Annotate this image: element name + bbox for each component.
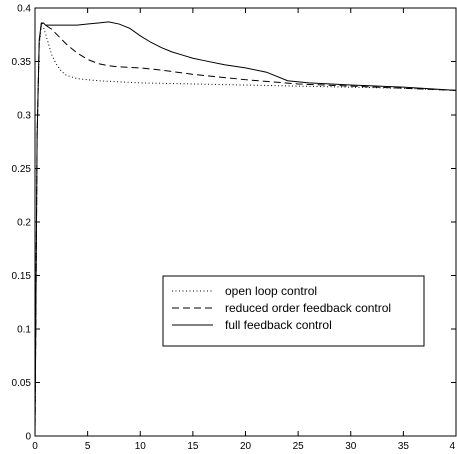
series-line-1 [34,22,457,437]
y-tick-label: 0.25 [12,164,32,175]
y-tick-label: 0.3 [17,111,31,122]
y-tick-label: 0.15 [12,271,32,282]
x-tick-label: 35 [398,441,410,452]
y-tick-label: 0 [25,432,31,443]
axis-ticks [34,7,457,437]
y-tick-label: 0.1 [17,325,31,336]
plot-frame [34,7,457,437]
x-tick-label: 0 [32,441,38,452]
legend-label-full-feedback: full feedback control [225,318,332,332]
legend-label-open-loop: open loop control [225,284,317,298]
series-line-0 [34,25,457,437]
series-lines [34,21,457,437]
x-tick-label: 5 [85,441,91,452]
y-tick-labels: 0 0.05 0.1 0.15 0.2 0.25 0.3 0.35 0.4 [12,4,32,443]
y-tick-label: 0.2 [17,218,31,229]
y-tick-label: 0.4 [17,4,31,15]
y-tick-label: 0.35 [12,57,32,68]
x-tick-label: 30 [345,441,357,452]
x-tick-label: 4 [449,441,455,452]
x-tick-label: 25 [293,441,305,452]
legend-box [162,275,425,347]
x-tick-labels: 0 5 10 15 20 25 30 35 4 [32,441,455,452]
legend-label-reduced-order: reduced order feedback control [225,301,391,315]
series-line-2 [34,21,457,437]
legend: open loop control reduced order feedback… [162,275,425,347]
x-tick-label: 10 [135,441,147,452]
y-tick-label: 0.05 [12,378,32,389]
x-tick-label: 15 [187,441,199,452]
x-tick-label: 20 [240,441,252,452]
